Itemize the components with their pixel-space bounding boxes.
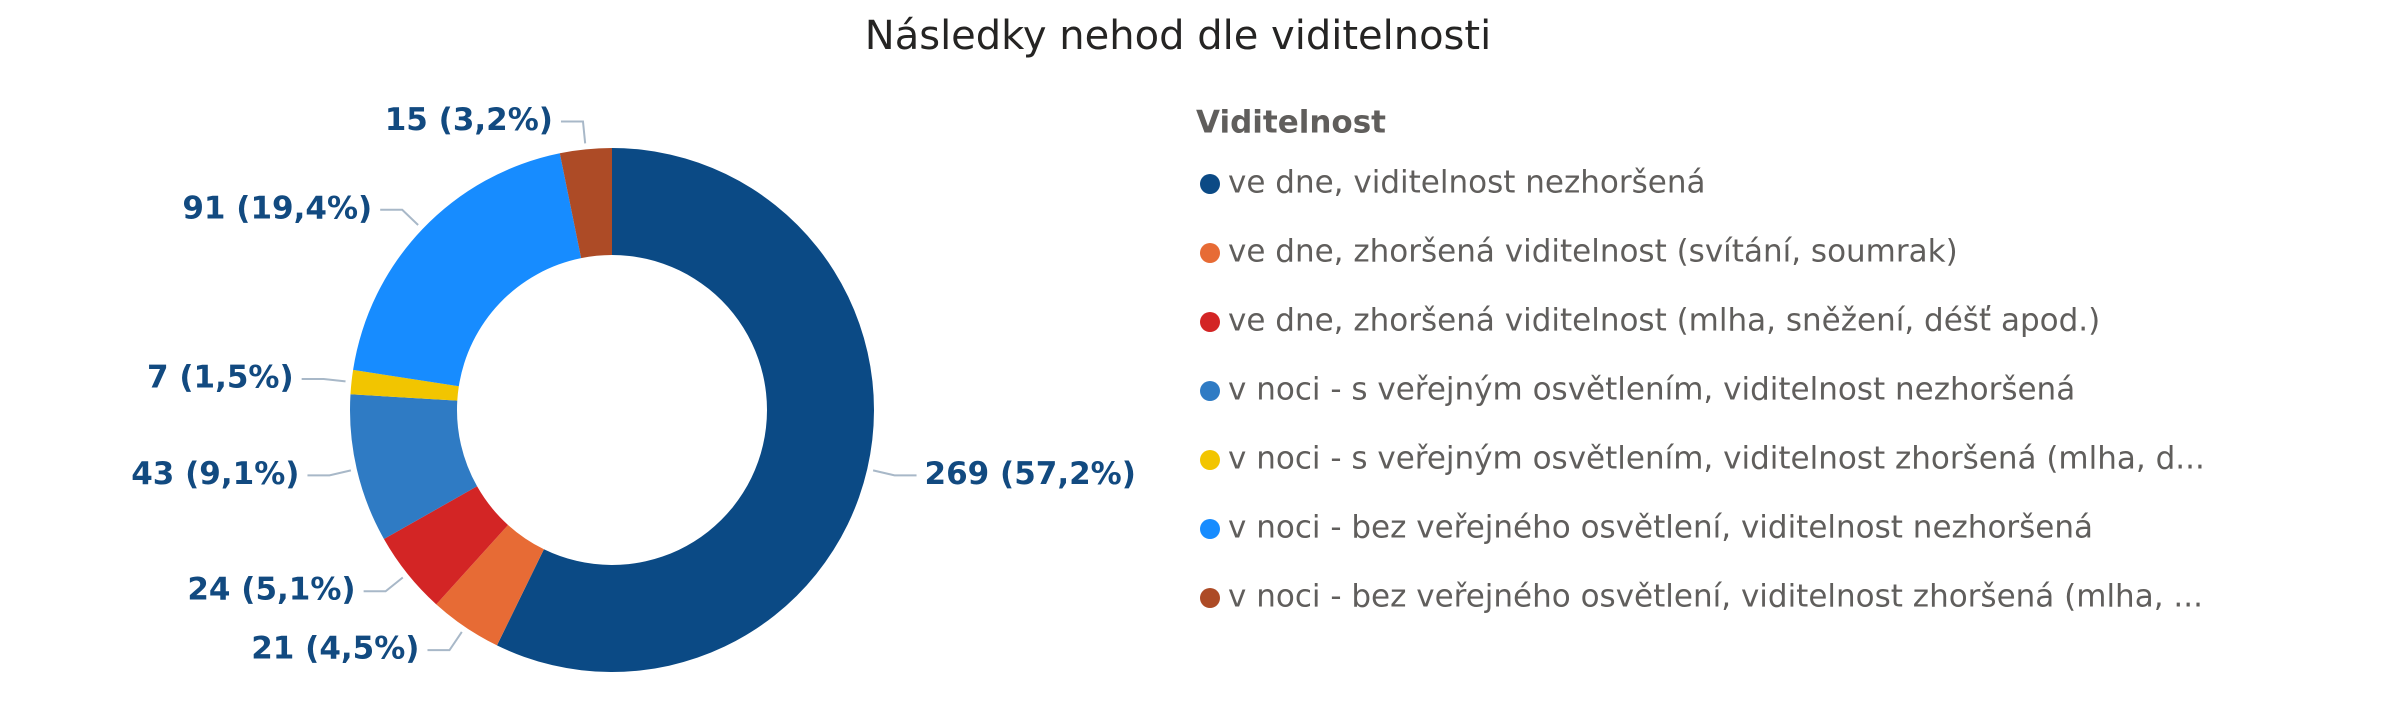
leader-line: [872, 469, 917, 477]
slice: [436, 524, 544, 646]
data-label: 21 (4,5%): [251, 631, 419, 667]
chart-title: Následky nehod dle viditelnosti: [865, 13, 1491, 59]
legend-label: ve dne, zhoršená viditelnost (mlha, sněž…: [1228, 303, 2100, 339]
legend-title: Viditelnost: [1196, 105, 1386, 141]
data-label: 269 (57,2%): [925, 456, 1136, 492]
legend-label: v noci - bez veřejného osvětlení, vidite…: [1228, 579, 2203, 615]
slice: [353, 153, 582, 387]
leader-line: [307, 469, 352, 477]
leader-line: [560, 120, 587, 144]
legend-marker: [1200, 381, 1220, 401]
legend-label: v noci - s veřejným osvětlením, viditeln…: [1228, 372, 2075, 408]
leader-line: [363, 576, 404, 593]
slice: [350, 369, 459, 401]
slice: [383, 486, 509, 605]
leader-line: [380, 208, 419, 226]
leader-line: [301, 378, 346, 383]
leader-line: [427, 631, 463, 652]
legend-marker: [1200, 174, 1220, 194]
data-label: 24 (5,1%): [187, 572, 355, 608]
data-label: 15 (3,2%): [385, 102, 553, 138]
legend-marker: [1200, 450, 1220, 470]
legend-label: v noci - bez veřejného osvětlení, vidite…: [1228, 510, 2093, 546]
legend-marker: [1200, 243, 1220, 263]
slice: [350, 394, 478, 539]
legend-marker: [1200, 312, 1220, 332]
legend-label: ve dne, zhoršená viditelnost (svítání, s…: [1228, 234, 1958, 270]
data-label: 91 (19,4%): [182, 190, 372, 226]
data-label: 43 (9,1%): [131, 456, 299, 492]
legend-label: ve dne, viditelnost nezhoršená: [1228, 165, 1705, 201]
slice: [559, 148, 612, 259]
legend-marker: [1200, 519, 1220, 539]
legend-marker: [1200, 588, 1220, 608]
slice: [496, 148, 874, 672]
data-label: 7 (1,5%): [147, 360, 294, 396]
legend-label: v noci - s veřejným osvětlením, viditeln…: [1228, 441, 2205, 477]
